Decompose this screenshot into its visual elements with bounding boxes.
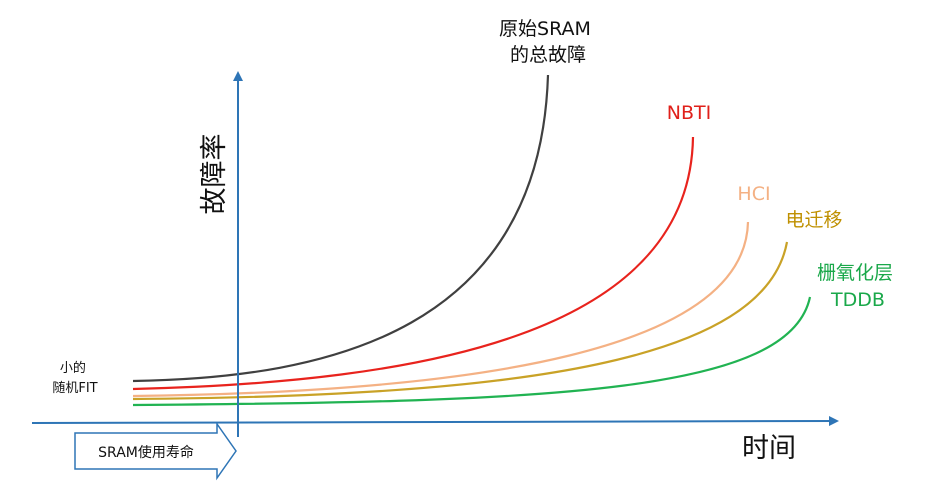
baseline-annotation: 小的 随机FIT bbox=[52, 360, 97, 396]
curve-tddb bbox=[132, 296, 812, 407]
label-hci: HCI bbox=[737, 183, 770, 205]
lifetime-label: SRAM使用寿命 bbox=[98, 444, 194, 461]
label-em: 电迁移 bbox=[785, 209, 842, 231]
x-axis bbox=[31, 416, 839, 427]
y-axis-label: 故障率 bbox=[199, 134, 230, 215]
curve-em bbox=[132, 241, 789, 401]
label-nbti: NBTI bbox=[667, 102, 711, 124]
curve-total bbox=[132, 74, 550, 383]
x-axis-label: 时间 bbox=[742, 433, 796, 464]
curve-hci bbox=[132, 221, 750, 398]
lifetime-arrow-box bbox=[74, 421, 237, 481]
baseline-annotation-line2: 随机FIT bbox=[52, 381, 97, 396]
baseline-annotation-line1: 小的 bbox=[60, 360, 86, 376]
curve-nbti bbox=[132, 136, 695, 391]
label-tddb: 栅氧化层 TDDB bbox=[817, 262, 899, 311]
label-total: 原始SRAM 的总故障 bbox=[499, 18, 597, 66]
